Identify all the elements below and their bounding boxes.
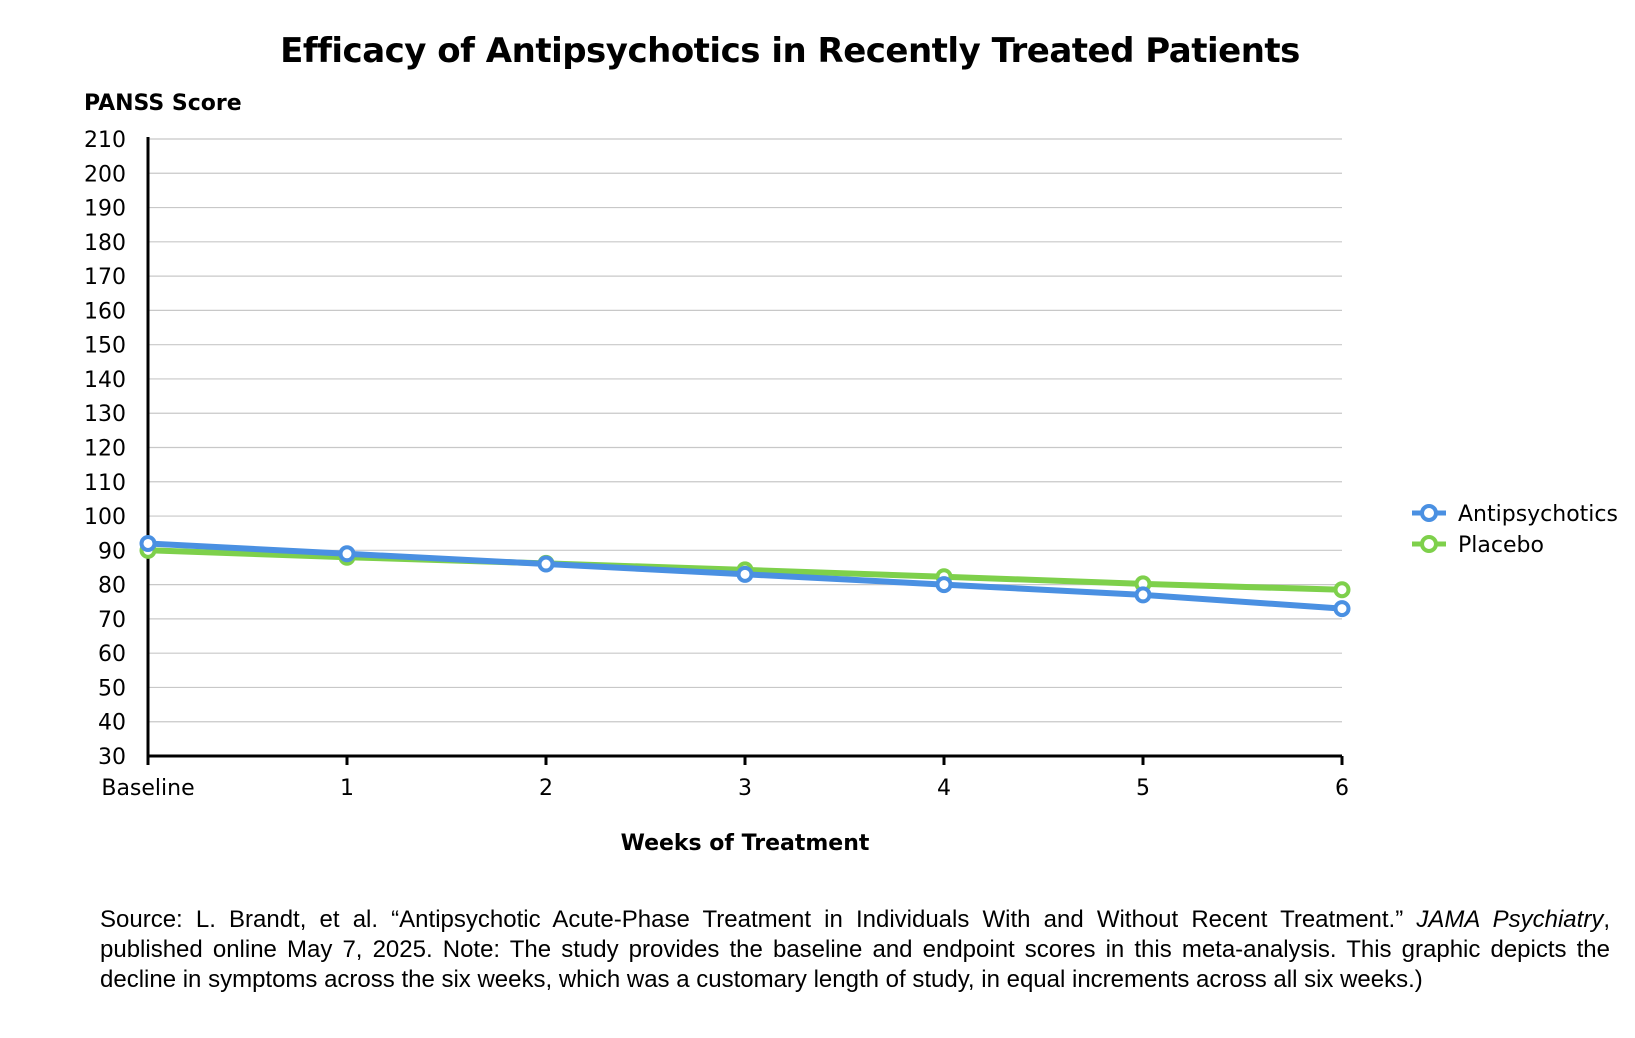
data-point-antipsychotics — [1134, 586, 1152, 604]
y-tick-label: 60 — [98, 642, 126, 667]
legend: Antipsychotics Placebo — [1412, 502, 1618, 558]
y-axis-label: PANSS Score — [84, 91, 242, 116]
x-tick-label: 3 — [738, 776, 752, 801]
data-point-antipsychotics — [935, 576, 953, 594]
x-tick-label: 2 — [539, 776, 553, 801]
data-point-antipsychotics — [1333, 600, 1351, 618]
gridlines — [148, 138, 1342, 723]
y-tick-label: 150 — [84, 334, 126, 359]
x-tick-label: Baseline — [101, 776, 194, 801]
y-tick-label: 50 — [98, 676, 126, 701]
x-axis-label: Weeks of Treatment — [621, 831, 870, 856]
y-tick-label: 100 — [84, 505, 126, 530]
legend-label: Antipsychotics — [1458, 502, 1618, 527]
legend-marker — [1420, 535, 1438, 553]
series-lines — [139, 534, 1351, 618]
x-tick-label: 6 — [1335, 776, 1349, 801]
y-tick-label: 110 — [84, 471, 126, 496]
axes: 30 40 50 60 70 80 90 100 110 120 130 140 150 160 170 18… — [84, 128, 1349, 801]
y-tick-label: 130 — [84, 402, 126, 427]
source-suffix: , published online May 7, 2025. Note: Th… — [100, 906, 1610, 993]
data-point-placebo — [1333, 581, 1351, 599]
legend-label: Placebo — [1458, 533, 1544, 558]
y-tick-label: 120 — [84, 437, 126, 462]
y-tick-label: 190 — [84, 197, 126, 222]
y-tick-label: 180 — [84, 231, 126, 256]
y-tick-label: 90 — [98, 539, 126, 564]
data-point-antipsychotics — [338, 545, 356, 563]
y-tick-label: 140 — [84, 368, 126, 393]
data-point-antipsychotics — [139, 534, 157, 552]
y-tick-label: 210 — [84, 128, 126, 153]
y-tick-label: 160 — [84, 299, 126, 324]
data-point-antipsychotics — [736, 565, 754, 583]
data-point-antipsychotics — [537, 555, 555, 573]
y-tick-label: 40 — [98, 711, 126, 736]
chart-title: Efficacy of Antipsychotics in Recently T… — [280, 31, 1300, 71]
y-tick-label: 200 — [84, 162, 126, 187]
legend-marker — [1420, 504, 1438, 522]
source-journal: JAMA Psychiatry — [1416, 906, 1604, 933]
x-tick-label: 4 — [937, 776, 951, 801]
x-tick-label: 5 — [1136, 776, 1150, 801]
y-tick-label: 70 — [98, 608, 126, 633]
source-note: Source: L. Brandt, et al. “Antipsychotic… — [100, 905, 1610, 995]
y-tick-label: 30 — [98, 745, 126, 770]
y-tick-label: 170 — [84, 265, 126, 290]
source-prefix: Source: L. Brandt, et al. “Antipsychotic… — [100, 906, 1417, 933]
x-tick-label: 1 — [340, 776, 354, 801]
y-tick-label: 80 — [98, 574, 126, 599]
